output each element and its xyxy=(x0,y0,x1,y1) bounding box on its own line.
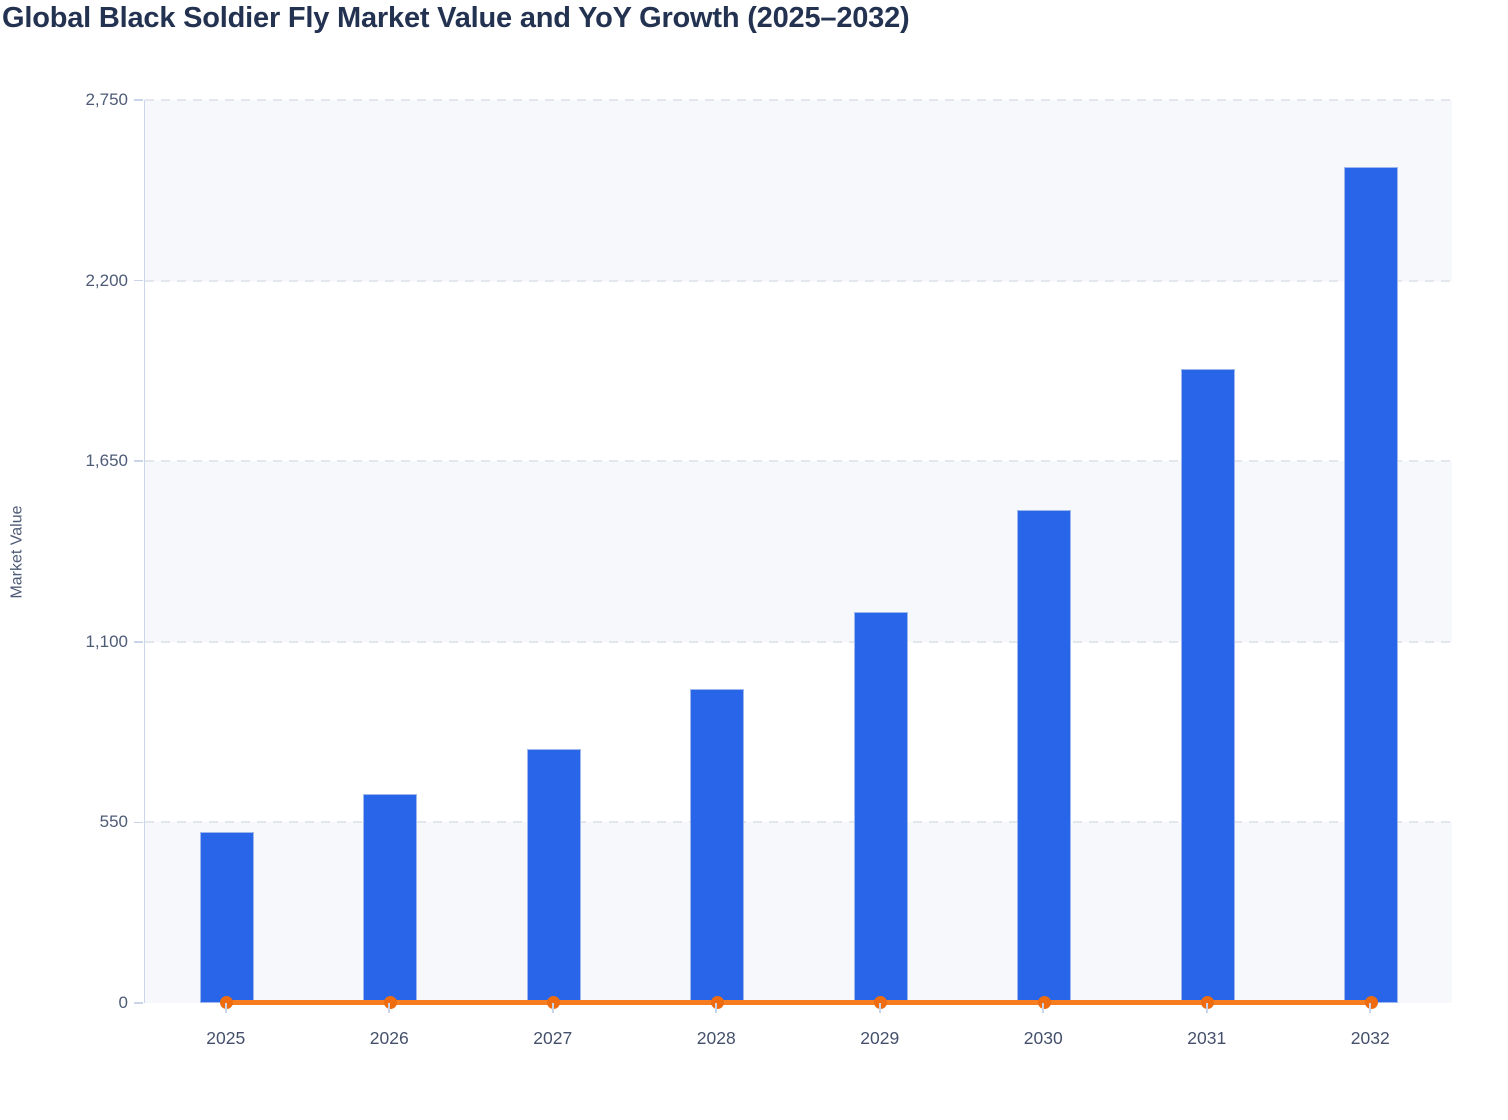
bar-2027 xyxy=(526,748,581,1003)
y-axis-tick xyxy=(134,99,143,101)
x-axis-label-2025: 2025 xyxy=(206,1028,246,1048)
plot-band xyxy=(145,280,1452,462)
y-axis-label: 1,100 xyxy=(85,631,128,651)
bar-2030 xyxy=(1017,510,1072,1003)
gridline xyxy=(145,460,1452,463)
y-axis-tick xyxy=(134,821,143,824)
yoy-growth-marker-2028 xyxy=(710,996,724,1009)
bar-2032 xyxy=(1344,167,1399,1003)
bar-2026 xyxy=(363,794,418,1003)
bar-2029 xyxy=(853,612,908,1003)
x-axis-label-2027: 2027 xyxy=(533,1028,573,1048)
chart-title: Global Black Soldier Fly Market Value an… xyxy=(2,2,910,34)
bar-2025 xyxy=(199,832,254,1003)
plot-band xyxy=(145,822,1452,1003)
y-axis-tick xyxy=(134,1002,143,1004)
x-axis-tick xyxy=(1042,1003,1045,1013)
plot-band xyxy=(145,100,1452,281)
y-axis-label: 2,200 xyxy=(85,270,128,290)
x-axis-tick xyxy=(388,1003,391,1013)
plot-band xyxy=(145,461,1452,642)
y-axis-title-text: Market Value xyxy=(9,504,27,599)
gridline xyxy=(145,821,1452,824)
x-axis-label-2028: 2028 xyxy=(696,1028,736,1048)
x-axis-label-2032: 2032 xyxy=(1350,1028,1390,1048)
bar-2031 xyxy=(1180,369,1235,1003)
yoy-growth-marker-2030 xyxy=(1037,996,1051,1009)
y-axis-label: 1,650 xyxy=(85,451,128,471)
yoy-growth-marker-2025 xyxy=(220,996,234,1009)
x-axis-label-2026: 2026 xyxy=(369,1028,409,1048)
y-axis-tick xyxy=(134,279,143,282)
y-axis-tick xyxy=(134,460,143,462)
y-axis-tick xyxy=(134,641,143,643)
gridline xyxy=(145,99,1452,101)
y-axis-label: 550 xyxy=(99,812,128,832)
yoy-growth-marker-2029 xyxy=(874,996,888,1009)
plot-area xyxy=(144,99,1452,1009)
x-axis-tick xyxy=(715,1003,718,1013)
x-axis-tick xyxy=(551,1003,554,1013)
gridline xyxy=(145,640,1452,643)
yoy-growth-marker-2027 xyxy=(547,996,561,1009)
y-axis-label: 0 xyxy=(118,993,128,1012)
x-axis-tick xyxy=(224,1003,227,1013)
x-axis-label-2031: 2031 xyxy=(1187,1028,1227,1048)
yoy-growth-marker-2026 xyxy=(383,996,397,1009)
x-axis-tick xyxy=(1369,1003,1372,1013)
x-axis-label-2029: 2029 xyxy=(860,1028,900,1048)
bar-2028 xyxy=(690,689,745,1003)
yoy-growth-marker-2031 xyxy=(1201,996,1215,1009)
gridline xyxy=(145,279,1452,282)
x-axis-tick xyxy=(1205,1003,1208,1013)
y-axis-title: Market Value xyxy=(2,100,34,1003)
y-axis-label: 2,750 xyxy=(85,90,128,109)
x-axis-label-2030: 2030 xyxy=(1023,1028,1063,1048)
yoy-growth-line xyxy=(226,1000,1372,1005)
plot-band xyxy=(145,641,1452,823)
yoy-growth-marker-2032 xyxy=(1364,996,1378,1009)
x-axis-tick xyxy=(878,1003,881,1013)
